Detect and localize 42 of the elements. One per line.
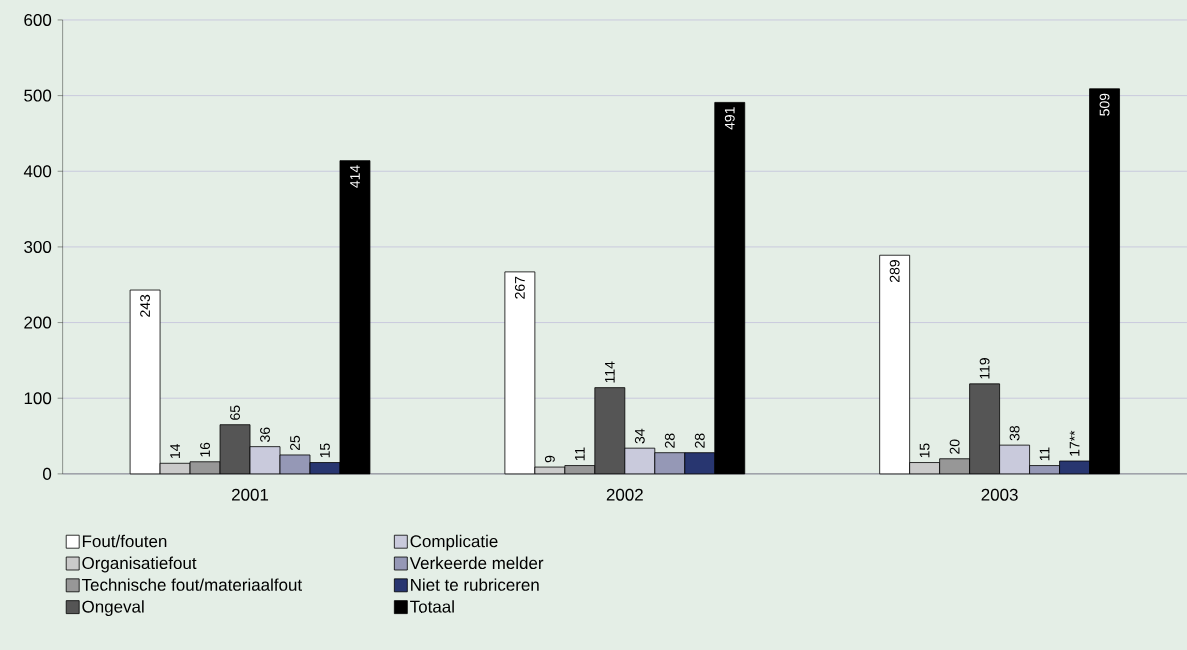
data-label: 491 (724, 107, 735, 130)
data-label: 25 (290, 435, 300, 450)
data-label: 15 (919, 443, 930, 458)
legend-label: Ongeval (82, 599, 144, 616)
legend-label: Complicatie (410, 534, 498, 551)
data-label: 119 (979, 357, 990, 379)
data-label: 28 (694, 433, 705, 448)
data-label: 9 (544, 455, 555, 462)
legend-label: Niet te rubriceren (411, 578, 539, 591)
data-label: 16 (200, 442, 210, 457)
data-label: 20 (949, 439, 960, 454)
y-tick-label: 0 (43, 467, 52, 480)
y-tick-label: 600 (24, 13, 52, 26)
legend-label: Totaal (410, 599, 454, 613)
data-label: 36 (260, 427, 270, 442)
data-label: 243 (140, 294, 151, 317)
data-label: 289 (889, 259, 900, 282)
data-label: 28 (664, 433, 675, 448)
legend-label: Organisatiefout (82, 556, 197, 573)
data-label: 34 (634, 428, 645, 444)
data-label: 65 (230, 405, 240, 420)
legend-label: Fout/fouten (82, 534, 167, 548)
data-label: 414 (350, 165, 360, 188)
y-tick-label: 100 (24, 391, 52, 404)
y-tick-label: 200 (24, 316, 52, 329)
data-label: 267 (514, 276, 525, 299)
data-label: 38 (1009, 425, 1020, 441)
data-label: 114 (605, 361, 615, 383)
data-label: 17** (1069, 430, 1080, 456)
x-tick-label: 2003 (981, 488, 1018, 501)
y-tick-label: 500 (24, 89, 52, 102)
data-label: 11 (1039, 447, 1050, 461)
x-tick-label: 2001 (232, 488, 269, 501)
data-label: 509 (1099, 93, 1110, 116)
data-label: 14 (170, 443, 180, 458)
data-label: 11 (575, 447, 585, 461)
y-tick-label: 300 (24, 240, 52, 253)
data-label: 15 (320, 443, 330, 458)
legend-label: Technische fout/materiaalfout (81, 578, 302, 591)
y-tick-label: 400 (23, 165, 52, 178)
x-tick-label: 2002 (606, 488, 643, 501)
legend-label: Verkeerde melder (409, 556, 544, 569)
